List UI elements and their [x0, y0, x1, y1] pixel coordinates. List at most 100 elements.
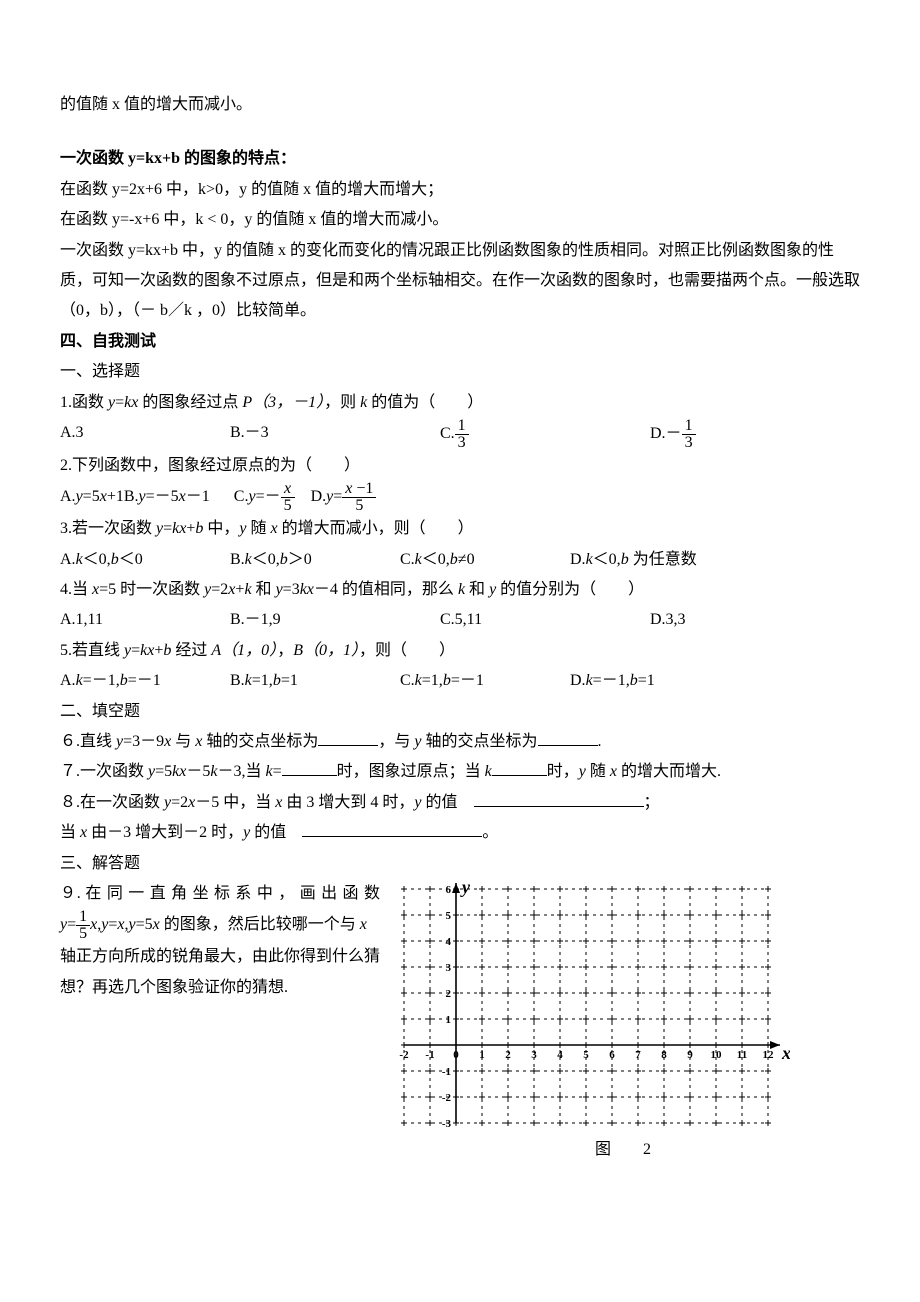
q4-and2: 和 [465, 581, 489, 598]
q4-options: A.1,11 B.－1,9 C.5,11 D.3,3 [60, 605, 860, 635]
q8-pre: ８.在一次函数 [60, 794, 164, 811]
q5-tail: ，则（ ） [359, 642, 455, 659]
svg-text:x: x [781, 1043, 790, 1063]
q2C-pre: C. [234, 488, 249, 505]
q2-C: C.y=－x5 [234, 488, 295, 505]
q2A-mid: =5 [83, 488, 100, 505]
svg-text:6: 6 [446, 884, 452, 896]
q5-B: B.k=1,b=1 [230, 666, 400, 696]
blank-7b [492, 759, 547, 776]
q3Ba: ＜0, [252, 551, 280, 568]
q2-D: D.y=x −15 [311, 488, 377, 505]
frac-1-5: 15 [76, 909, 90, 942]
q2-A: A.y=5x+1 [60, 488, 124, 505]
q2C-eq: =－ [256, 488, 281, 505]
q7: ７.一次函数 y=5kx－5k－3,当 k=时，图象过原点；当 k时，y 随 x… [60, 757, 860, 787]
q4-A: A.1,11 [60, 605, 230, 635]
q2-B: B.y=－5x－1 [124, 488, 210, 505]
q5Ca: =1, [422, 672, 443, 689]
q8-period: 。 [482, 824, 498, 841]
q9-text: ９. 在 同 一 直 角 坐 标 系 中 ， 画 出 函 数 y=15x,y=x… [60, 879, 380, 1165]
frac-1-3: 13 [455, 418, 469, 451]
intro-tail: 的值随 x 值的增大而减小。 [60, 90, 860, 120]
q1-options: A.3 B.－3 C.13 D.－13 [60, 418, 860, 451]
q5-sep: ， [277, 642, 293, 659]
q8-l1: ８.在一次函数 y=2x－5 中，当 x 由 3 增大到 4 时，y 的值 ； [60, 788, 860, 818]
q3Ab: ＜0 [119, 551, 143, 568]
q4-pre: 4.当 [60, 581, 92, 598]
q6-mid2: ，与 [378, 733, 414, 750]
q8-l2pre: 当 [60, 824, 80, 841]
q5Ba: =1, [252, 672, 273, 689]
svg-text:7: 7 [635, 1049, 641, 1061]
svg-text:1: 1 [446, 1014, 452, 1026]
s1-p1: 在函数 y=2x+6 中，k>0，y 的值随 x 值的增大而增大； [60, 175, 860, 205]
q5-stem: 5.若直线 y=kx+b 经过 A（1，0），B（0，1），则（ ） [60, 636, 860, 666]
mc-title: 一、选择题 [60, 357, 860, 387]
q3Db: 为任意数 [629, 551, 697, 568]
q3-A: A.k＜0,b＜0 [60, 545, 230, 575]
q4-stem: 4.当 x=5 时一次函数 y=2x+k 和 y=3kx－4 的值相同，那么 k… [60, 575, 860, 605]
q6-ax2: 轴的交点坐标为 [422, 733, 538, 750]
q6: ６.直线 y=3－9x 与 x 轴的交点坐标为，与 y 轴的交点坐标为. [60, 727, 860, 757]
svg-text:4: 4 [557, 1049, 563, 1061]
q8-mid: 中，当 [219, 794, 275, 811]
q4-and: 和 [252, 581, 276, 598]
frac-x-5: x5 [281, 481, 295, 514]
q1-C-pre: C. [440, 425, 455, 442]
q1-tail: 的值为（ ） [367, 394, 483, 411]
q1-mid: 的图象经过点 [138, 394, 242, 411]
q5-options: A.k=－1,b=－1 B.k=1,b=1 C.k=1,b=－1 D.k=－1,… [60, 666, 860, 696]
q1-stem: 1.函数 y=kx 的图象经过点 P（3，－1），则 k 的值为（ ） [60, 388, 860, 418]
q8-r1b: 的值 [422, 794, 458, 811]
q2B-post: －1 [186, 488, 210, 505]
svg-text:2: 2 [505, 1049, 511, 1061]
q2D-eq: = [333, 488, 342, 505]
q1-C: C.13 [440, 418, 650, 451]
q8-l2: 当 x 由－3 增大到－2 时，y 的值 。 [60, 818, 860, 848]
q3-stem: 3.若一次函数 y=kx+b 中，y 随 x 的增大而减小，则（ ） [60, 514, 860, 544]
svg-text:-1: -1 [425, 1049, 434, 1061]
s1-p3: 一次函数 y=kx+b 中，y 的值随 x 的变化而变化的情况跟正比例函数图象的… [60, 236, 860, 327]
svg-text:1: 1 [479, 1049, 485, 1061]
q2-options: A.y=5x+1B.y=－5x－1 C.y=－x5 D.y=x −15 [60, 481, 860, 514]
q5Cb: =－1 [451, 672, 484, 689]
svg-text:3: 3 [531, 1049, 537, 1061]
q3Bb: ＞0 [288, 551, 312, 568]
q3-mid2: 随 [247, 520, 271, 537]
svg-text:11: 11 [737, 1049, 747, 1061]
q2-stem: 2.下列函数中，图象经过原点的为（ ） [60, 451, 860, 481]
blank-6b [538, 729, 598, 746]
svg-text:-1: -1 [442, 1066, 451, 1078]
q6-end: . [598, 733, 602, 750]
q7-mid: －3,当 [217, 763, 265, 780]
q5Aa: =－1, [83, 672, 120, 689]
q9-l2: y=15x,y=x,y=5x 的图象，然后比较哪一个与 x [60, 909, 380, 942]
q3-options: A.k＜0,b＜0 B.k＜0,b＞0 C.k＜0,b≠0 D.k＜0,b 为任… [60, 545, 860, 575]
q5Bb: =1 [281, 672, 298, 689]
svg-text:5: 5 [583, 1049, 589, 1061]
svg-text:y: y [460, 879, 471, 897]
q8-r2: 由－3 增大到－2 时， [87, 824, 243, 841]
q5Db: =1 [638, 672, 655, 689]
svg-text:3: 3 [446, 962, 452, 974]
q9-l3: 轴正方向所成的锐角最大，由此你得到什么猜想？再选几个图象验证你的猜想. [60, 942, 380, 1003]
ans-title: 三、解答题 [60, 849, 860, 879]
q1-D: D.－13 [650, 418, 696, 451]
spacer [60, 120, 860, 144]
svg-text:4: 4 [446, 936, 452, 948]
var-kx: kx [124, 394, 138, 411]
q8-r2b: 的值 [250, 824, 286, 841]
q5Da: =－1, [593, 672, 630, 689]
section-title-2: 四、自我测试 [60, 327, 860, 357]
q3Da: ＜0, [593, 551, 621, 568]
q2B-pre: B. [124, 488, 139, 505]
q4-C: C.5,11 [440, 605, 650, 635]
q7-m2: 时，图象过原点；当 [337, 763, 485, 780]
svg-text:-2: -2 [442, 1092, 452, 1104]
q6-pre: ６.直线 [60, 733, 116, 750]
q4-B: B.－1,9 [230, 605, 440, 635]
q1-D-pre: D.－ [650, 425, 682, 442]
q9-l1: ９. 在 同 一 直 角 坐 标 系 中 ， 画 出 函 数 [60, 879, 380, 909]
q6-ax1: 轴的交点坐标为 [202, 733, 318, 750]
